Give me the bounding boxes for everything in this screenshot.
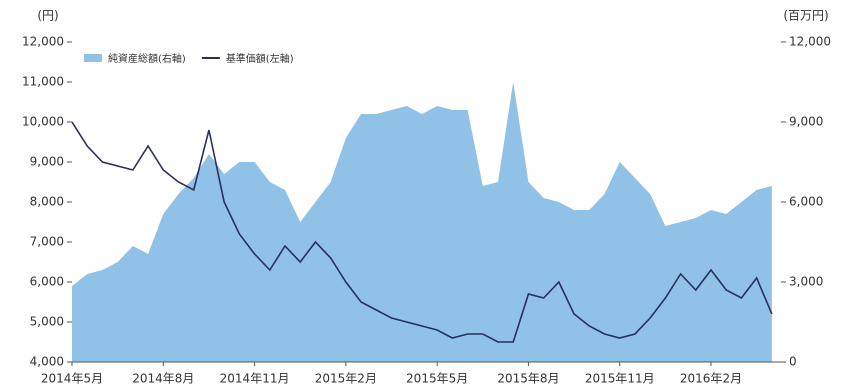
y-tick-label: 12,000	[22, 35, 64, 49]
x-tick-label: 2015年5月	[406, 372, 468, 386]
x-tick-label: 2014年5月	[41, 372, 103, 386]
y2-tick-label: 12,000	[789, 35, 831, 49]
x-tick-label: 2014年8月	[132, 372, 194, 386]
line	[71, 121, 773, 343]
y2-tick-label: 0	[789, 355, 797, 369]
legend-swatch	[84, 54, 102, 62]
y2-tick-label: 3,000	[789, 275, 823, 289]
x-tick-label: 2015年2月	[315, 372, 377, 386]
y-axis-label: (円)	[37, 9, 58, 23]
area	[72, 82, 772, 362]
y-tick-label: 7,000	[30, 235, 64, 249]
y2-tick-label: 9,000	[789, 115, 823, 129]
legend-label: 基準価額(左軸)	[226, 52, 294, 65]
x-tick-label: 2015年11月	[585, 372, 655, 386]
x-tick-label: 2015年8月	[497, 372, 559, 386]
y-tick-label: 10,000	[22, 115, 64, 129]
x-tick-label: 2016年2月	[680, 372, 742, 386]
y-tick-label: 9,000	[30, 155, 64, 169]
y2-axis-label: (百万円)	[783, 9, 828, 23]
x-tick-label: 2014年11月	[220, 372, 290, 386]
y-tick-label: 8,000	[30, 195, 64, 209]
y2-tick-label: 6,000	[789, 195, 823, 209]
y-tick-label: 4,000	[30, 355, 64, 369]
y-tick-label: 11,000	[22, 75, 64, 89]
y-tick-label: 5,000	[30, 315, 64, 329]
legend-label: 純資産総額(右軸)	[108, 52, 186, 65]
y-tick-label: 6,000	[30, 275, 64, 289]
